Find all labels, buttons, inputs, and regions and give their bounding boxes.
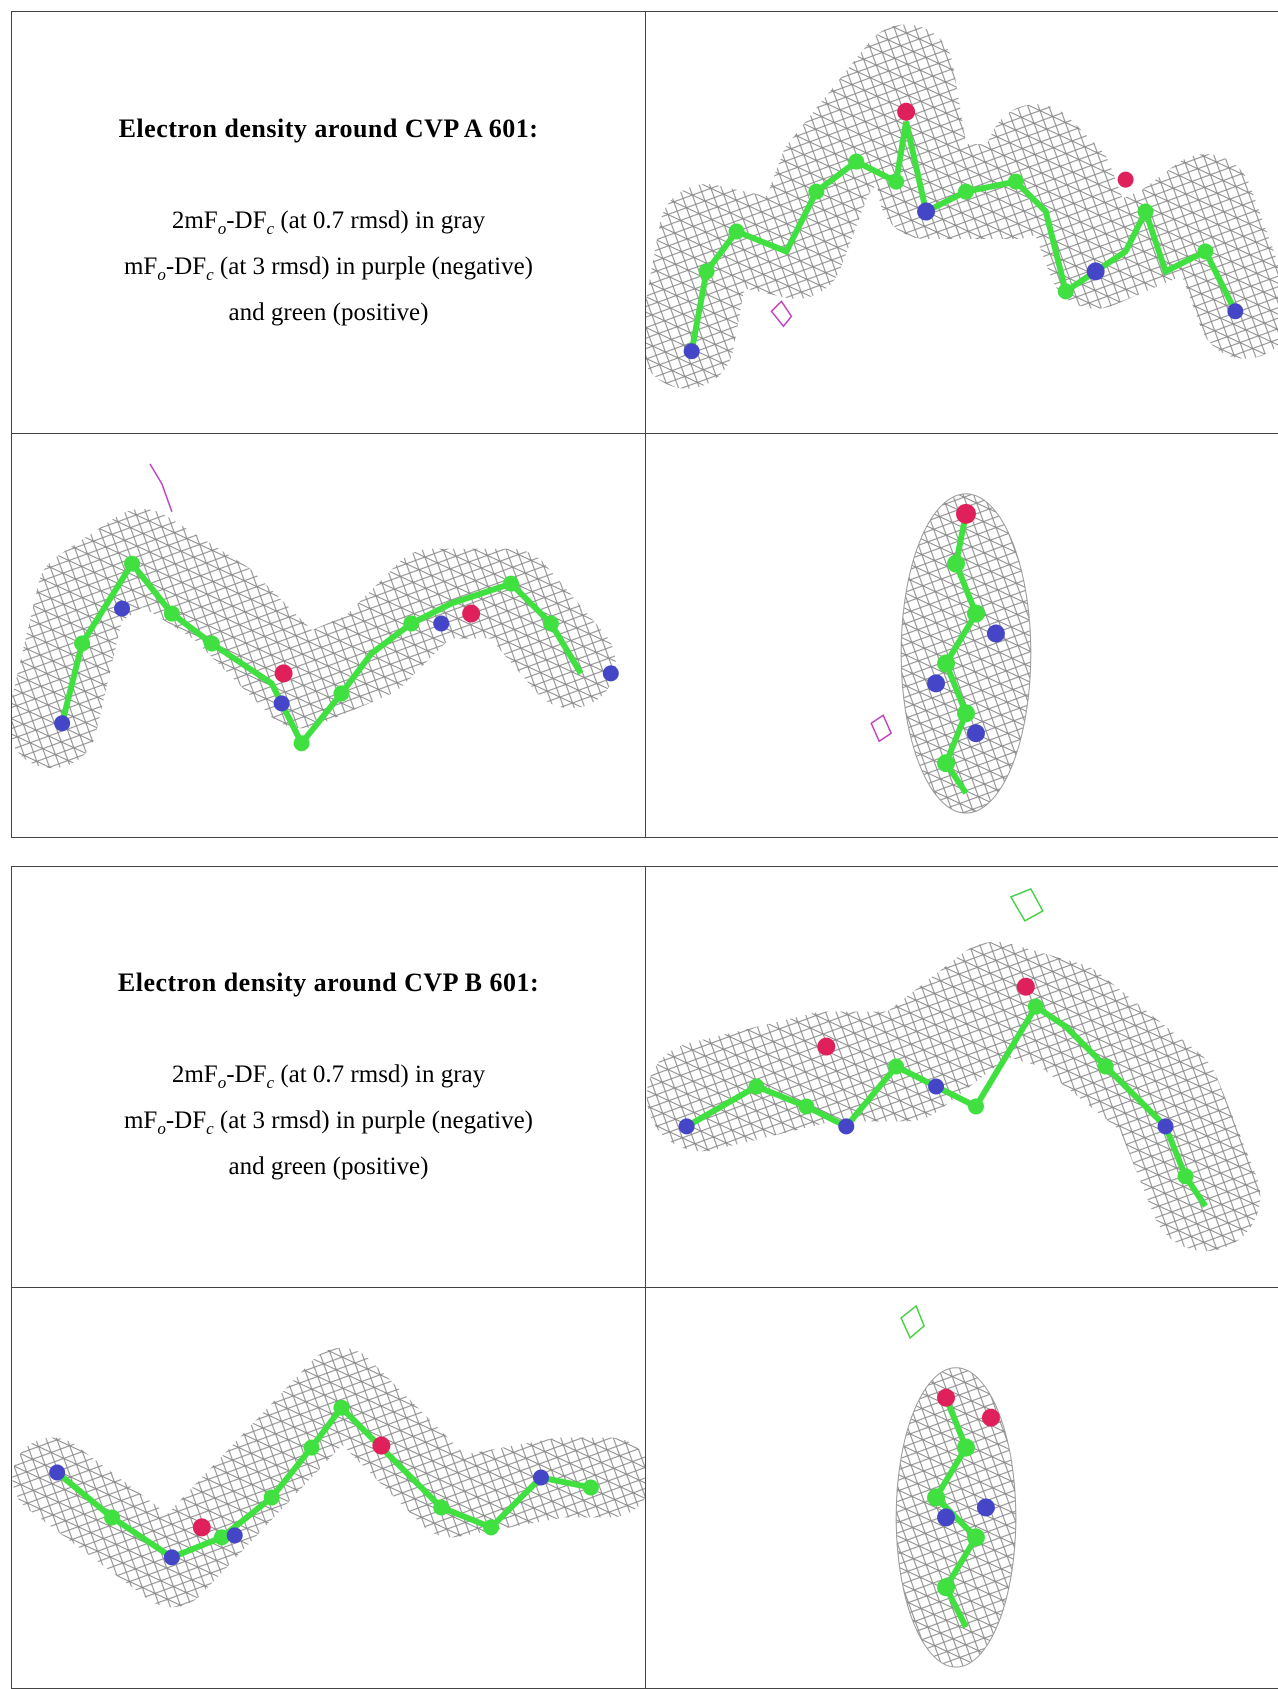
text: (at 0.7 rmsd) in gray: [274, 206, 486, 234]
caption-title: Electron density around CVP B 601:: [117, 968, 540, 997]
image-cell: [646, 1288, 1278, 1689]
image-cell: [12, 1288, 646, 1689]
density-image: [646, 24, 1278, 389]
table: Electron density around CVP B 601: 2mFo-D…: [11, 866, 1278, 1689]
subscript: o: [157, 264, 166, 284]
table: Electron density around CVP A 601: 2mFo-D…: [11, 11, 1278, 838]
caption-line: and green (positive): [229, 1148, 429, 1186]
text: (at 3 rmsd) in purple (negative): [213, 1107, 534, 1134]
text: and green (positive): [228, 298, 429, 326]
subscript: c: [206, 264, 214, 284]
text: 2mF: [171, 1061, 218, 1088]
text: -DF: [165, 252, 207, 280]
caption-cell: Electron density around CVP A 601: 2mFo-D…: [12, 12, 646, 434]
caption-cell: Electron density around CVP B 601: 2mFo-D…: [12, 867, 646, 1288]
text: (at 3 rmsd) in purple (negative): [213, 252, 534, 280]
text: 2mF: [171, 206, 218, 234]
image-cell: [646, 12, 1278, 434]
text: -DF: [165, 1107, 207, 1134]
text: -DF: [226, 206, 267, 234]
subscript: o: [217, 218, 227, 238]
density-image: [870, 493, 1032, 814]
subscript: o: [217, 1073, 227, 1092]
text: -DF: [226, 1061, 267, 1088]
text: mF: [123, 252, 158, 280]
image-cell: [646, 867, 1278, 1288]
image-cell: [646, 434, 1278, 838]
caption-line: 2mFo-DFc (at 0.7 rmsd) in gray: [172, 1056, 485, 1102]
caption-line: 2mFo-DFc (at 0.7 rmsd) in gray: [172, 202, 485, 248]
image-cell: [12, 434, 646, 838]
density-image: [12, 463, 619, 769]
caption-line: and green (positive): [229, 294, 429, 332]
caption-line: mFo-DFc (at 3 rmsd) in purple (negative): [124, 248, 533, 294]
text: (at 0.7 rmsd) in gray: [274, 1061, 486, 1088]
subscript: c: [266, 1073, 275, 1092]
text: and green (positive): [228, 1153, 429, 1180]
density-image: [646, 888, 1261, 1252]
density-image: [895, 1304, 1017, 1668]
subscript: c: [206, 1119, 214, 1138]
density-image: [12, 1347, 645, 1608]
subscript: c: [266, 218, 275, 238]
caption-title: Electron density around CVP A 601:: [118, 113, 539, 143]
caption-line: mFo-DFc (at 3 rmsd) in purple (negative): [124, 1102, 533, 1148]
text: mF: [123, 1107, 158, 1134]
subscript: o: [157, 1119, 166, 1138]
